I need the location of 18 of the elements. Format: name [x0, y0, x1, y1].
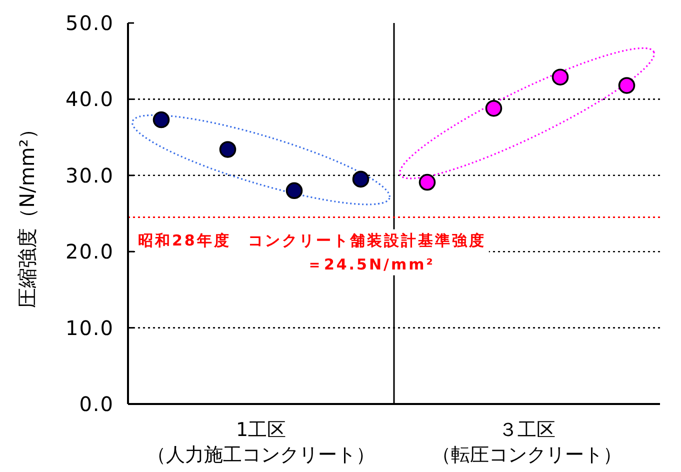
y-tick-label: 50.0 [65, 11, 114, 35]
text: ３工区（転圧コンクリート） [432, 419, 622, 466]
y-tick-label: 0.0 [79, 392, 114, 416]
y-tick-label: 10.0 [65, 316, 114, 340]
y-axis-title: 圧縮強度（N/mm²） [15, 119, 39, 308]
point [152, 111, 170, 128]
point [219, 141, 236, 158]
ref-line-label: 昭和28年度 コンクリート舗装設計基準強度＝24.5N/mm² [138, 231, 486, 274]
point [618, 77, 636, 94]
point [418, 174, 436, 191]
point [352, 170, 370, 188]
point [286, 182, 303, 200]
y-tick-label: 30.0 [65, 163, 114, 188]
point [485, 100, 502, 117]
text: 1工区（人力施工コンクリート） [147, 419, 375, 466]
y-tick-label: 20.0 [65, 240, 114, 264]
y-tick-label: 40.0 [65, 87, 114, 112]
point [552, 68, 569, 86]
